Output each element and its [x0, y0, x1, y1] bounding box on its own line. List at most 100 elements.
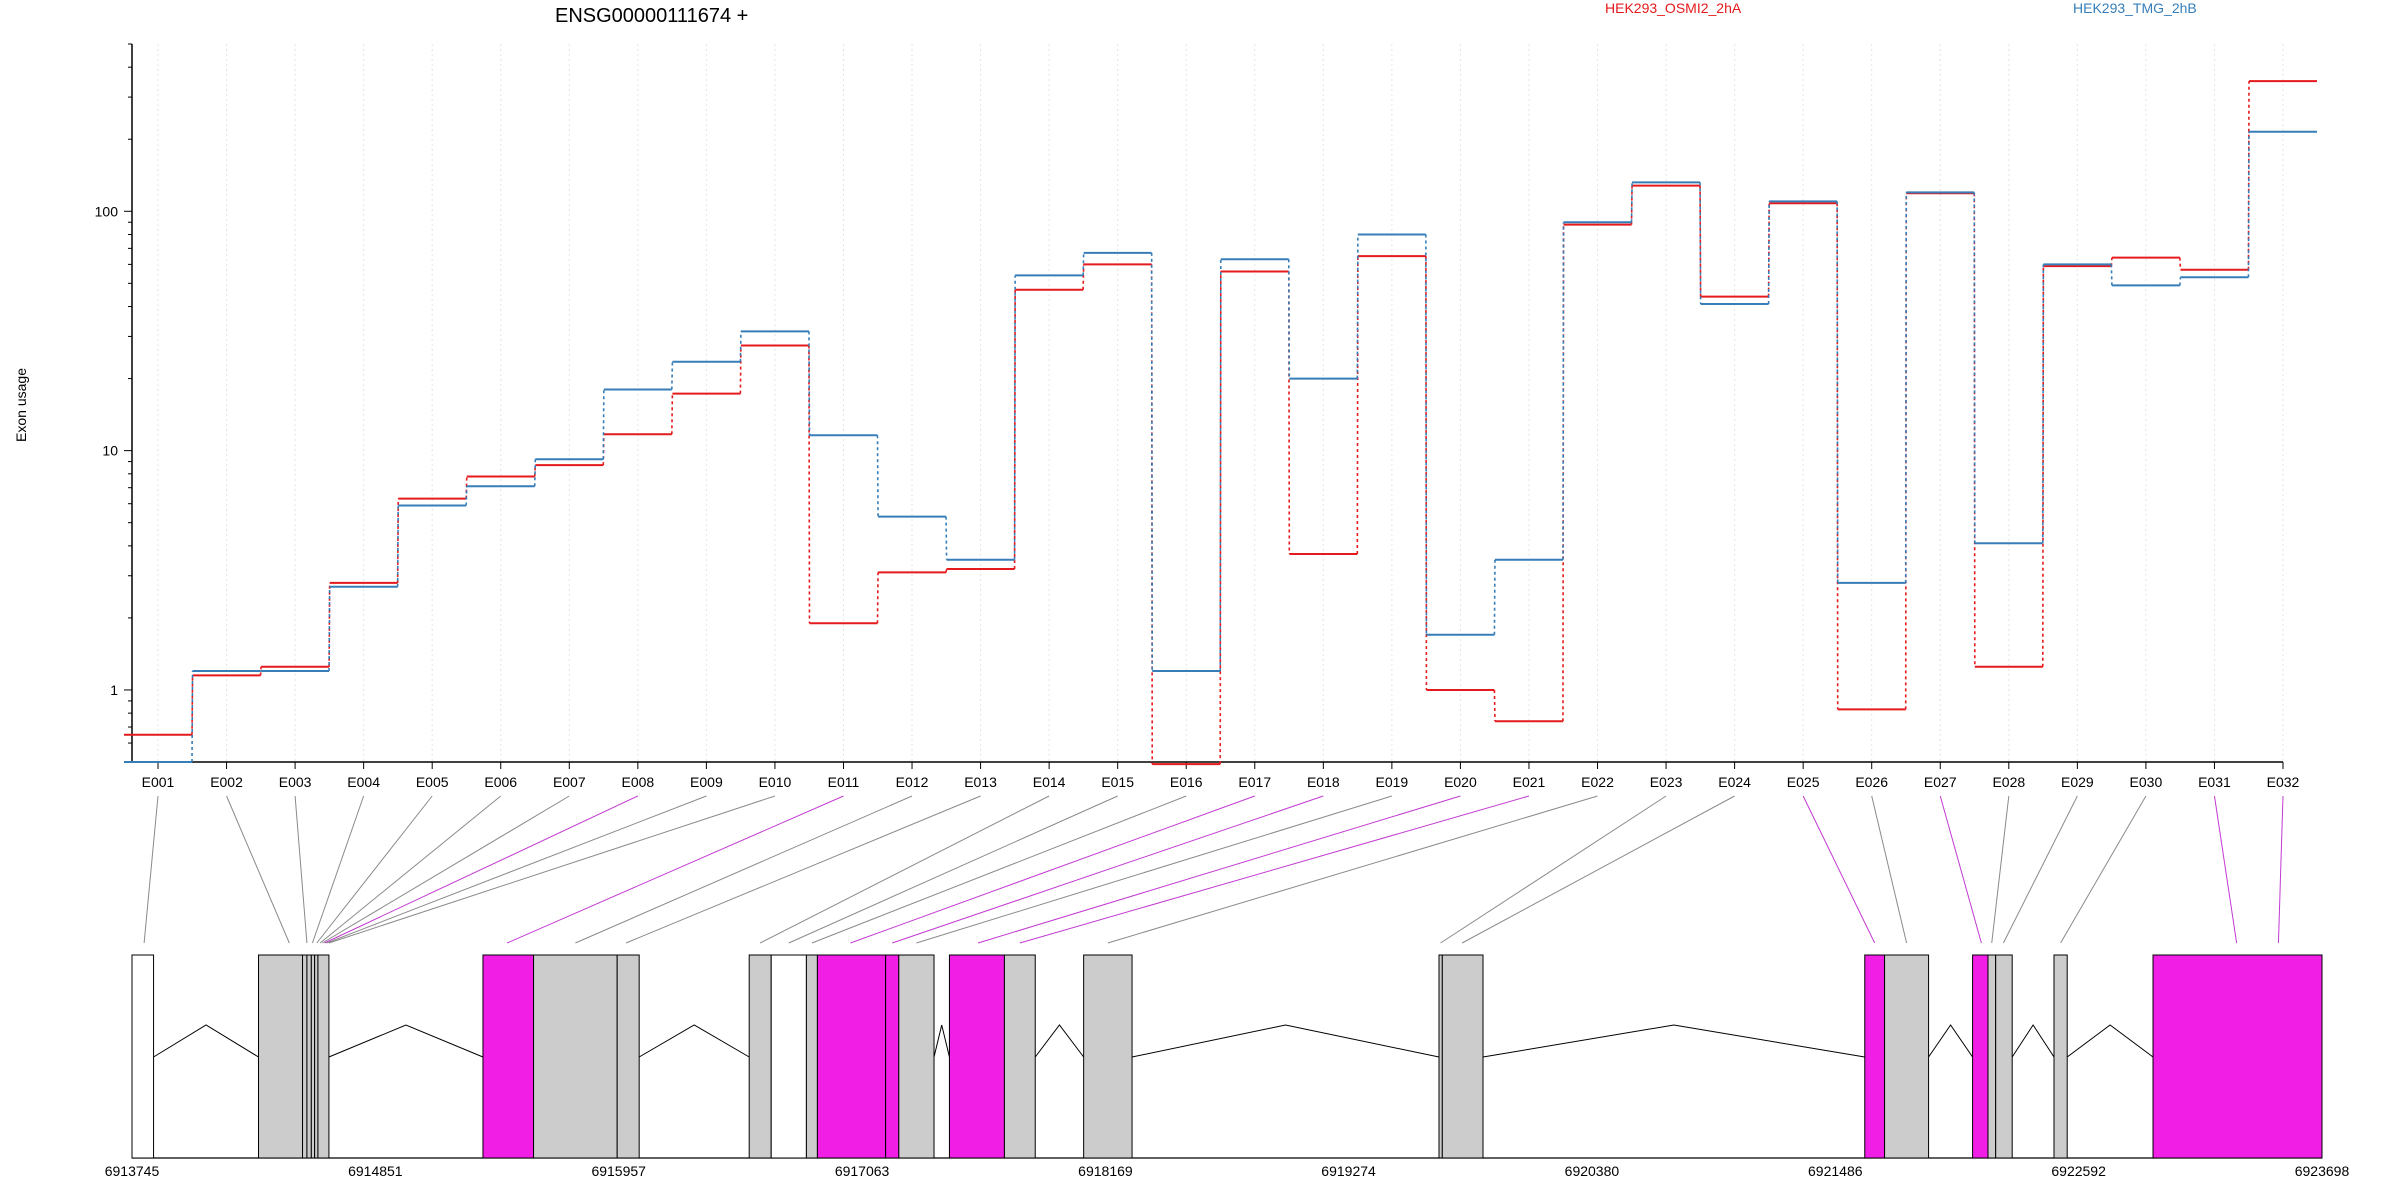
series-0-link-E019	[1356, 256, 1359, 554]
connector-E010	[328, 795, 776, 944]
series-0-link-E014	[1013, 289, 1016, 570]
x-tick-label-E018: E018	[1307, 774, 1340, 790]
x-tick-label-E027: E027	[1924, 774, 1957, 790]
series-1-link-E012	[876, 435, 879, 517]
series-1-link-E013	[945, 516, 948, 560]
exon-box-26	[2053, 954, 2068, 1159]
exon-box-27	[2152, 954, 2323, 1159]
genome-tick-label-0: 6913745	[105, 1163, 160, 1179]
x-tick-label-E020: E020	[1444, 774, 1477, 790]
genome-tick-label-9: 6923698	[2295, 1163, 2350, 1179]
series-0-link-E007	[533, 465, 537, 477]
intron-8	[2011, 1024, 2055, 1058]
x-tick-label-E005: E005	[416, 774, 449, 790]
connector-E028	[1991, 795, 2010, 944]
x-tick-label-E007: E007	[553, 774, 586, 790]
intron-0	[153, 1024, 259, 1058]
connector-E029	[2002, 795, 2078, 944]
connector-E022	[1107, 795, 1598, 944]
connector-E020	[977, 795, 1461, 944]
series-1-link-E018	[1287, 259, 1291, 379]
series-0-link-E015	[1082, 264, 1085, 290]
series-0-link-E010	[739, 345, 742, 394]
exon-box-12	[805, 954, 818, 1159]
series-0-link-E013	[945, 568, 948, 573]
x-tick-label-E021: E021	[1513, 774, 1546, 790]
connector-E007	[322, 795, 570, 944]
series-1-link-E021	[1493, 559, 1496, 635]
exon-box-1	[258, 954, 304, 1159]
connector-E011	[506, 795, 844, 944]
connector-E009	[326, 795, 707, 944]
series-1-link-E007	[533, 459, 537, 487]
x-tick-label-E032: E032	[2267, 774, 2300, 790]
connector-E023	[1440, 795, 1667, 944]
connector-E002	[226, 795, 290, 944]
x-tick-label-E013: E013	[964, 774, 997, 790]
series-1-link-E017	[1219, 259, 1222, 672]
y-tick-label-2: 100	[95, 203, 119, 219]
series-0-link-E020	[1425, 256, 1428, 690]
x-tick-label-E011: E011	[828, 774, 860, 790]
x-tick-label-E022: E022	[1581, 774, 1614, 790]
y-axis-label: Exon usage	[13, 368, 29, 442]
series-0-link-E028	[1973, 193, 1976, 667]
series-0-link-E032	[2247, 81, 2250, 270]
exon-box-14	[885, 954, 900, 1159]
connector-E003	[294, 795, 308, 944]
series-0-link-E018	[1287, 271, 1291, 554]
series-1-link-E008	[602, 389, 605, 460]
x-tick-label-E006: E006	[484, 774, 517, 790]
intron-3	[933, 1024, 950, 1058]
series-1-link-E029	[2042, 264, 2045, 544]
connector-E019	[916, 795, 1393, 944]
exon-box-11	[770, 954, 807, 1159]
series-0-link-E009	[671, 393, 674, 435]
x-tick-label-E012: E012	[896, 774, 929, 790]
x-tick-label-E031: E031	[2198, 774, 2231, 790]
x-tick-label-E024: E024	[1718, 774, 1751, 790]
exon-box-22	[1884, 954, 1930, 1159]
exon-box-24	[1987, 954, 1997, 1159]
genome-tick-label-3: 6917063	[835, 1163, 890, 1179]
series-1-link-E011	[808, 331, 811, 436]
x-tick-label-E026: E026	[1855, 774, 1888, 790]
exon-box-9	[616, 954, 640, 1159]
series-HEK293_TMG_2hB	[124, 130, 2317, 763]
series-1-link-E009	[671, 361, 674, 390]
exon-box-18	[1083, 954, 1133, 1159]
connector-E013	[625, 795, 981, 944]
intron-1	[328, 1024, 484, 1058]
series-0-link-E004	[328, 582, 331, 667]
intron-5	[1131, 1024, 1440, 1058]
series-1-link-E019	[1356, 234, 1359, 379]
connector-E032	[2277, 795, 2284, 944]
connector-E024	[1461, 795, 1735, 944]
exon-box-16	[948, 954, 1005, 1159]
series-0-link-E011	[808, 345, 811, 624]
x-tick-label-E028: E028	[1992, 774, 2025, 790]
exon-box-8	[533, 954, 618, 1159]
series-0-link-E017	[1219, 271, 1222, 765]
genome-tick-label-8: 6922592	[2051, 1163, 2106, 1179]
series-0-link-E021	[1493, 689, 1496, 722]
series-1-link-E024	[1699, 182, 1702, 304]
x-tick-label-E023: E023	[1650, 774, 1683, 790]
y-tick-label-1: 10	[102, 443, 118, 459]
intron-4	[1034, 1024, 1085, 1058]
legend-entry-osmi2: HEK293_OSMI2_2hA	[1605, 0, 1742, 16]
x-tick-label-E003: E003	[279, 774, 312, 790]
y-tick-label-0: 1	[110, 682, 118, 698]
series-0-link-E029	[2042, 266, 2045, 667]
series-1-link-E031	[2179, 277, 2182, 286]
x-tick-label-E030: E030	[2130, 774, 2163, 790]
connector-E005	[316, 795, 433, 944]
exon-box-2	[302, 954, 308, 1159]
x-tick-label-E015: E015	[1101, 774, 1134, 790]
series-1-link-E023	[1630, 182, 1633, 223]
series-layer	[124, 80, 2317, 766]
connector-E004	[311, 795, 365, 944]
x-tick-label-E002: E002	[210, 774, 243, 790]
